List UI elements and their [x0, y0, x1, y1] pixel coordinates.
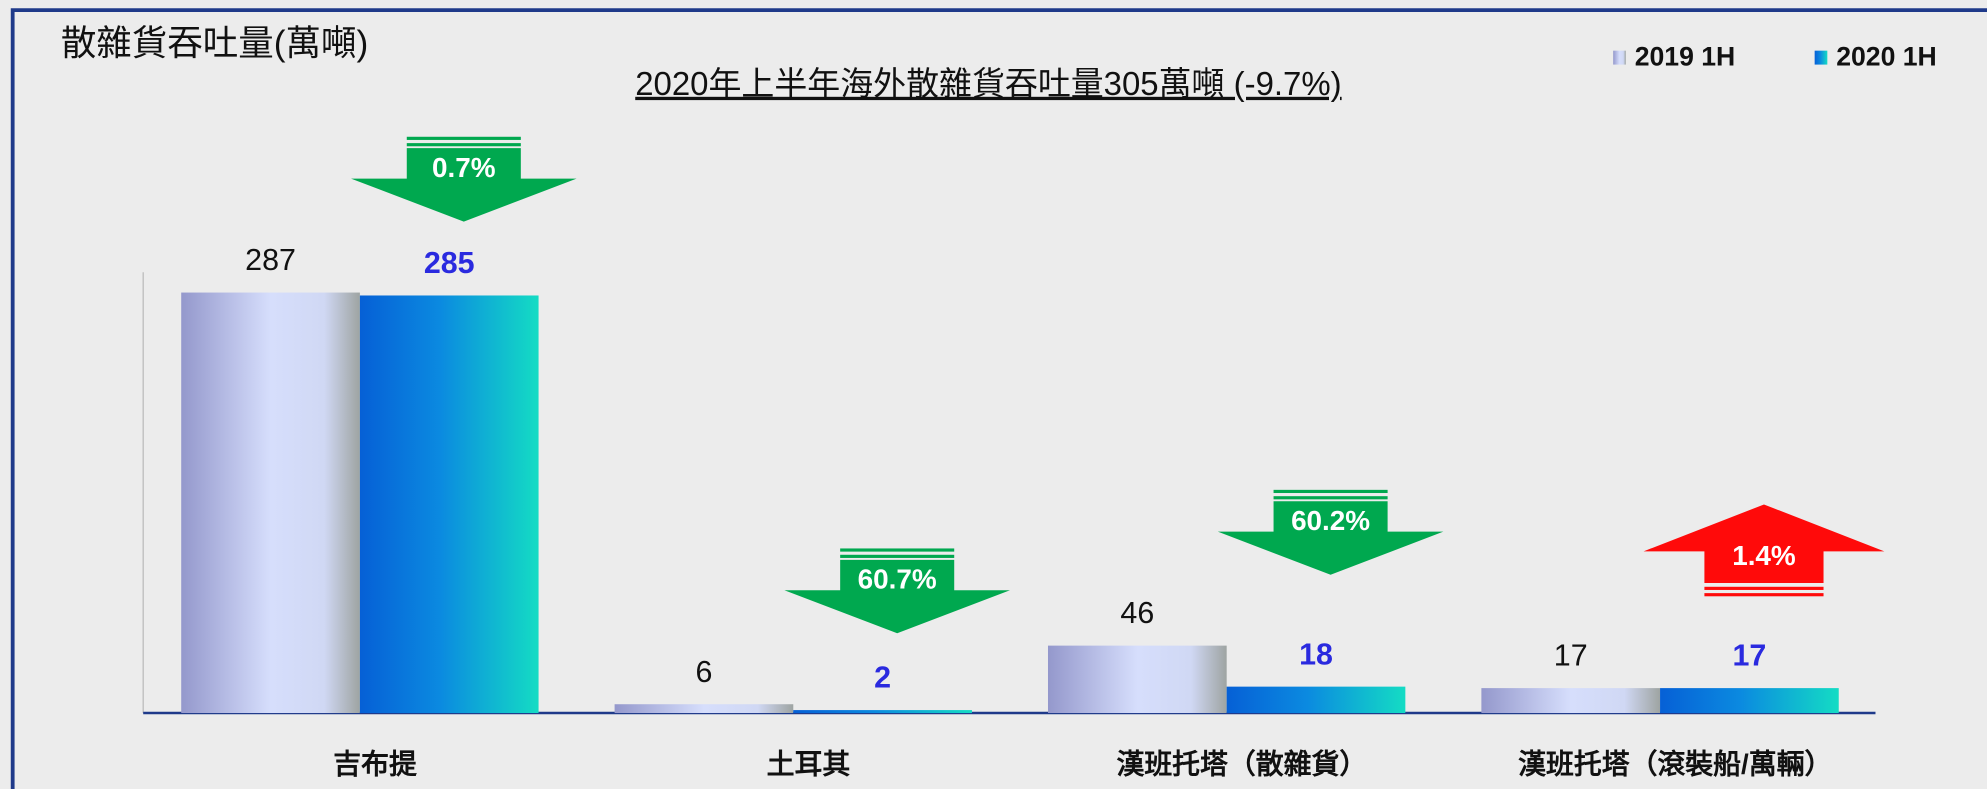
value-label: 17 — [1554, 639, 1588, 673]
arrow-stripe — [840, 548, 955, 552]
x-tick-label: 吉布提 — [333, 749, 417, 780]
arrow-stripe — [840, 554, 955, 558]
bar — [181, 292, 360, 714]
bar — [1481, 688, 1661, 714]
arrow-label: 60.2% — [1291, 505, 1370, 536]
value-label: 287 — [245, 243, 296, 277]
x-tick-label: 漢班托塔（滾裝船/萬輛） — [1518, 748, 1832, 780]
arrow-stripe — [1273, 489, 1388, 494]
arrow-stripe — [1704, 593, 1824, 597]
bar — [1047, 645, 1227, 714]
bar — [614, 704, 794, 714]
arrow-stripe — [1273, 496, 1388, 500]
value-label: 46 — [1120, 596, 1154, 630]
bar — [793, 710, 972, 714]
x-tick-label: 土耳其 — [767, 749, 851, 780]
arrow-up — [1643, 504, 1885, 583]
bar — [1660, 688, 1839, 714]
arrow-down — [784, 559, 1010, 634]
arrow-stripe — [406, 143, 521, 147]
chart-title: 散雜貨吞吐量(萬噸) — [61, 23, 368, 63]
x-tick-label: 漢班托塔（散雜貨） — [1116, 748, 1367, 780]
legend-swatch — [1814, 50, 1828, 65]
frame — [10, 8, 1987, 789]
arrow-label: 1.4% — [1732, 540, 1796, 571]
arrow-label: 60.7% — [858, 564, 937, 595]
bar — [359, 295, 539, 714]
legend-label: 2019 1H — [1635, 41, 1736, 71]
legend-swatch — [1613, 50, 1626, 65]
arrow-stripe — [406, 136, 521, 140]
value-label: 18 — [1299, 637, 1333, 671]
legend-label: 2020 1H — [1836, 41, 1937, 71]
arrow-down — [1217, 501, 1444, 575]
chart-subtitle: 2020年上半年海外散雜貨吞吐量305萬噸 (-9.7%) — [635, 65, 1341, 102]
arrow-down — [351, 148, 577, 222]
arrow-stripe — [1704, 586, 1824, 590]
value-label: 6 — [695, 655, 712, 689]
value-label: 2 — [874, 661, 891, 695]
value-label: 17 — [1732, 639, 1766, 673]
bar — [1226, 686, 1406, 714]
arrow-label: 0.7% — [432, 152, 496, 183]
value-label: 285 — [424, 246, 475, 280]
